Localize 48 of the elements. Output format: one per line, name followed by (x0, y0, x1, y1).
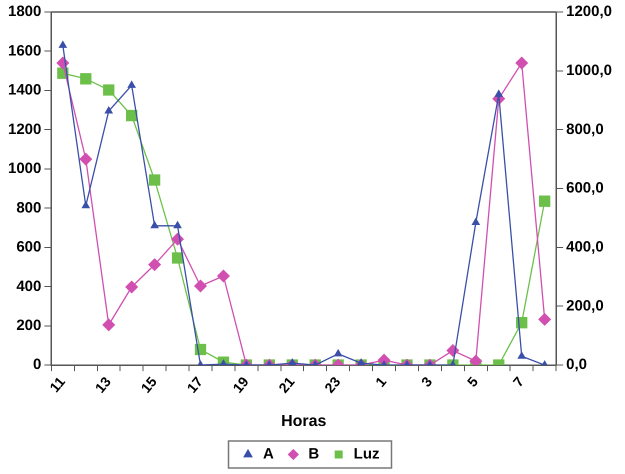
x-tick-label: 23 (321, 373, 344, 396)
y-tick-label: 1400 (8, 82, 42, 99)
point (79, 152, 92, 166)
y-tick-label: 1800 (8, 3, 42, 20)
point (334, 348, 342, 356)
y2-tick-label: 400,0 (566, 238, 604, 256)
x-tick-label: 19 (229, 373, 252, 396)
x-tick-label: 21 (275, 373, 298, 396)
legend-label: B (308, 446, 320, 463)
y-tick-label: 1200 (8, 120, 42, 138)
point (80, 73, 92, 84)
x-axis-title: Horas (281, 412, 327, 430)
y2-tick-label: 600,0 (566, 180, 604, 197)
y-tick-label: 200 (16, 316, 42, 334)
legend-label: Luz (354, 446, 380, 463)
y2-tick-label: 1200,0 (566, 3, 612, 20)
point (148, 174, 160, 186)
point (494, 89, 504, 97)
y-tick-label: 800 (16, 199, 42, 216)
x-tick-label: 1 (372, 373, 390, 390)
y2-tick-label: 800,0 (566, 120, 604, 138)
y2-tick-label: 1000,0 (566, 62, 612, 79)
x-tick-label: 13 (92, 373, 114, 396)
point (515, 56, 528, 70)
point (81, 200, 90, 208)
y-tick-label: 1600 (8, 42, 42, 60)
x-tick-label: 5 (464, 373, 482, 390)
x-tick-label: 3 (418, 373, 436, 390)
point (517, 351, 526, 359)
point (104, 106, 114, 114)
x-tick-label: 17 (183, 373, 206, 396)
point (58, 40, 68, 48)
y-tick-label: 1000 (8, 160, 42, 178)
y-tick-label: 400 (16, 278, 42, 295)
y-tick-label: 600 (16, 238, 42, 256)
x-tick-label: 11 (46, 373, 68, 396)
point (471, 217, 480, 225)
y2-tick-label: 200,0 (566, 297, 604, 314)
y-tick-label: 0 (33, 356, 42, 374)
point (127, 80, 136, 88)
point (150, 220, 159, 228)
y2-tick-label: 0,0 (566, 356, 587, 374)
x-tick-label: 15 (138, 373, 160, 396)
point (103, 84, 114, 96)
point (173, 220, 182, 228)
point (538, 196, 550, 207)
legend-label: A (263, 446, 274, 463)
x-tick-label: 7 (510, 373, 528, 390)
